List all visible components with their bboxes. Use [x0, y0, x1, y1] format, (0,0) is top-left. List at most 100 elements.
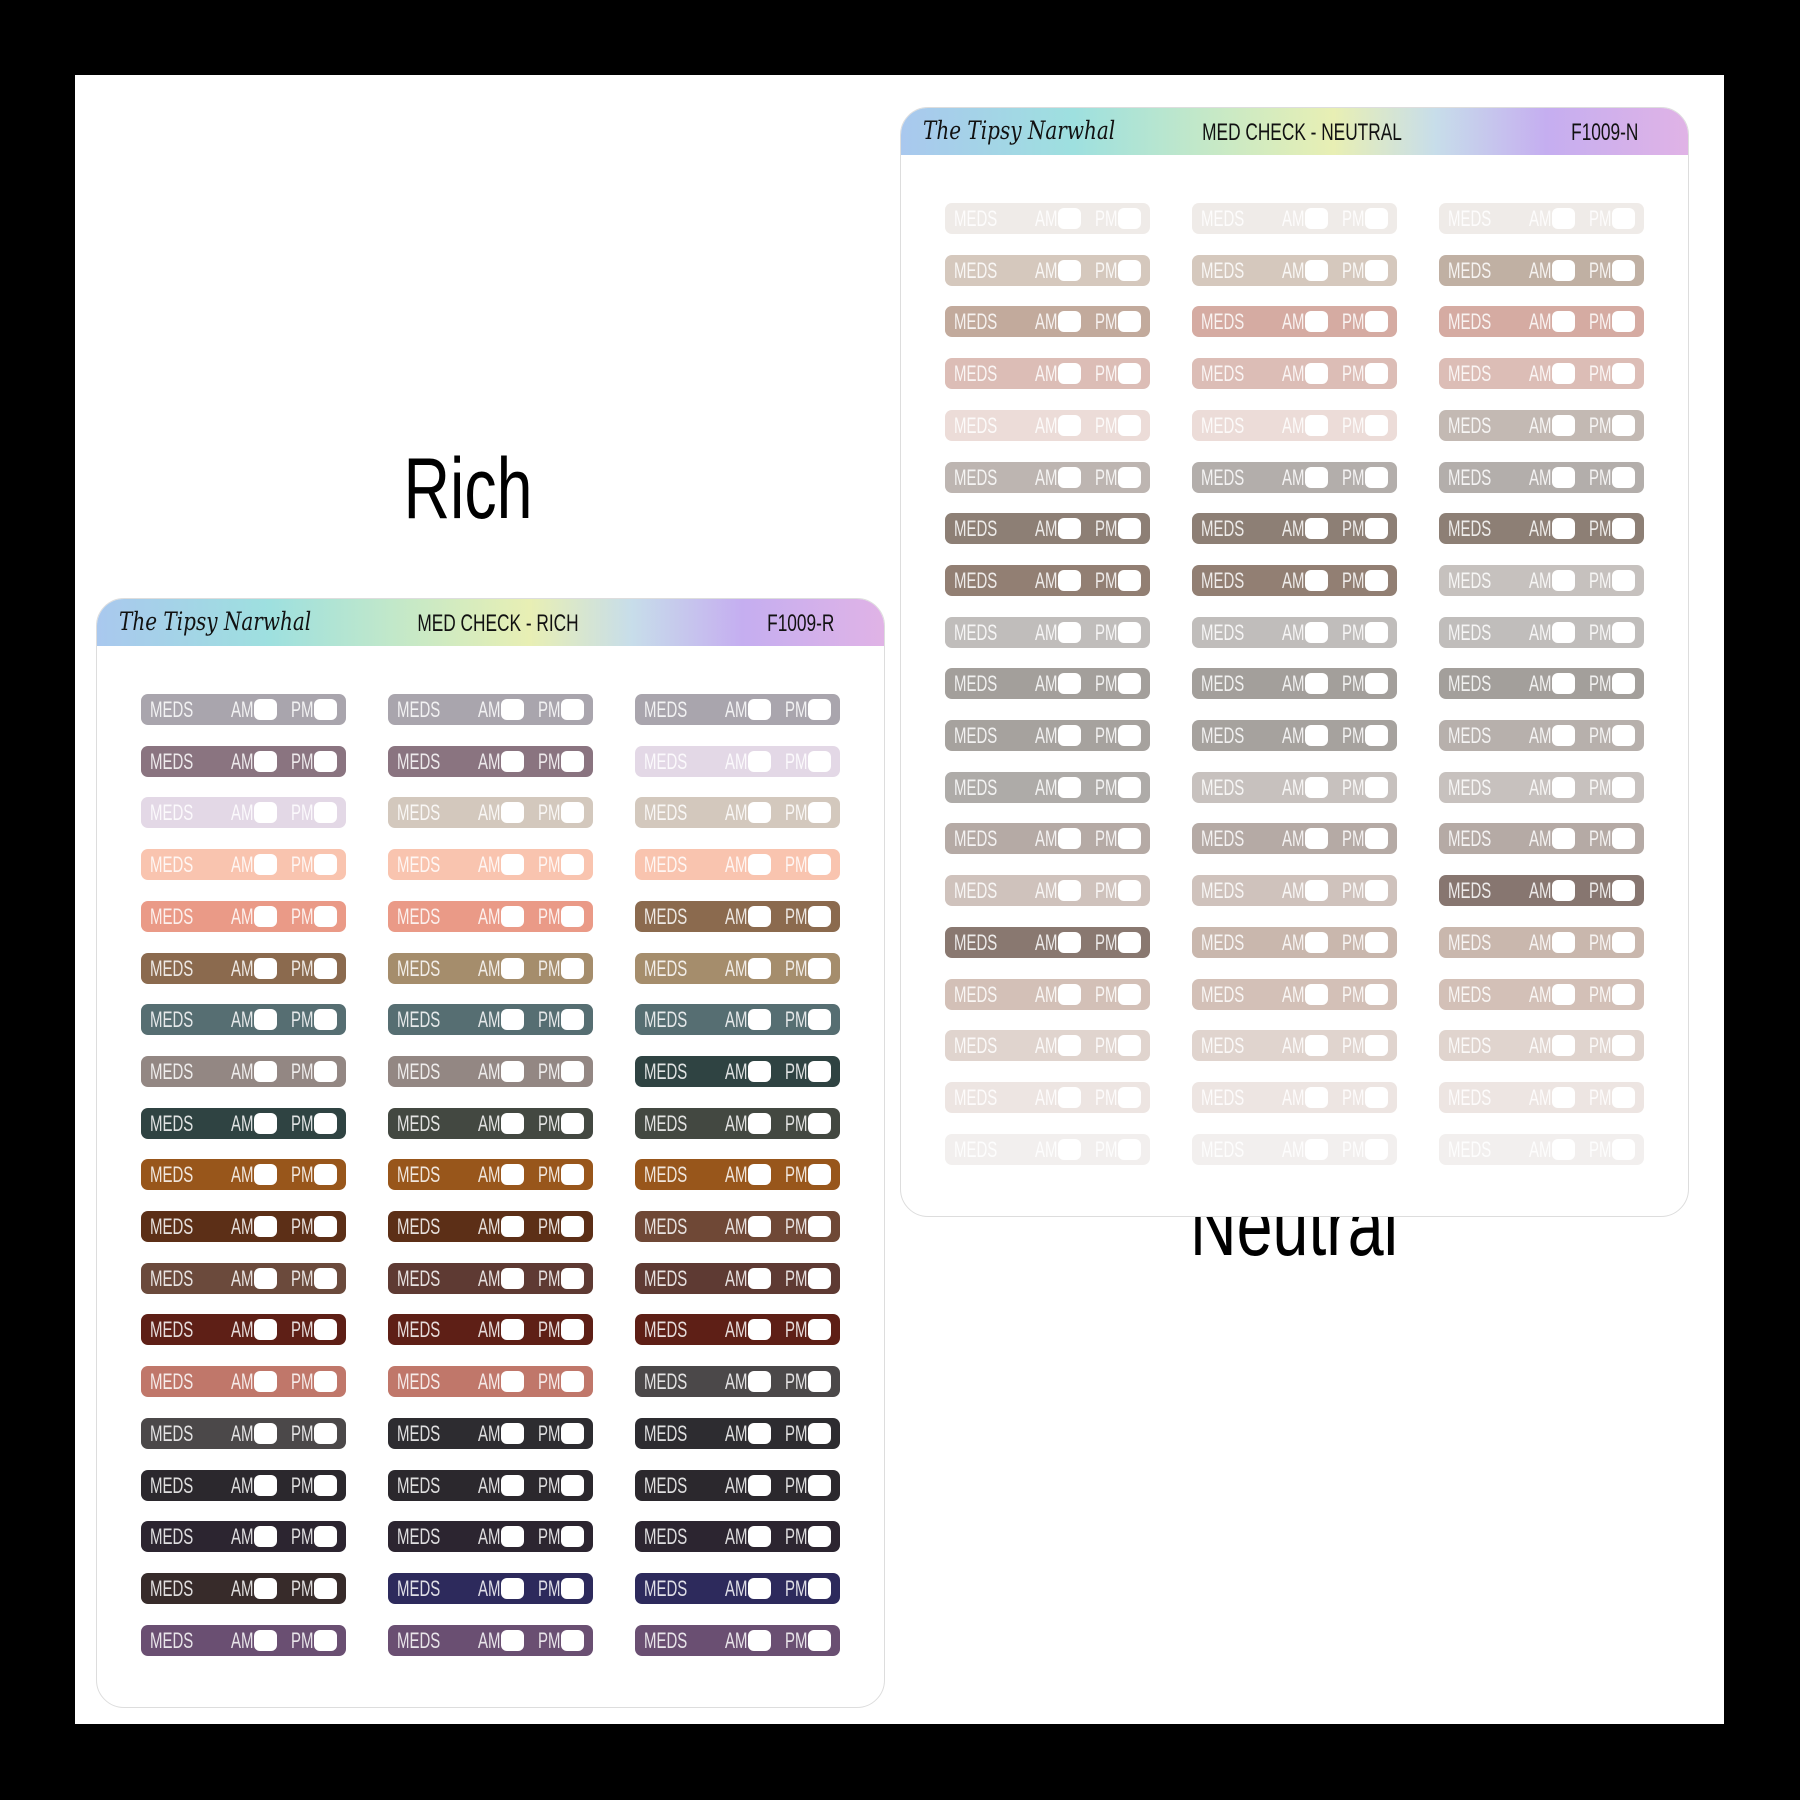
am-text: AM	[1035, 981, 1058, 1007]
am-text: AM	[231, 1110, 254, 1136]
pm-text: PM	[538, 800, 561, 826]
am-text: AM	[1035, 1033, 1058, 1059]
checkbox	[1305, 983, 1328, 1005]
am-text: AM	[1529, 1136, 1552, 1162]
checkbox	[1058, 621, 1081, 643]
am-text: AM	[1282, 671, 1305, 697]
am-text: AM	[725, 800, 748, 826]
checkbox	[808, 905, 831, 927]
meds-text: MEDS	[644, 1007, 688, 1033]
am-text: AM	[1282, 1033, 1305, 1059]
am-text: AM	[1282, 826, 1305, 852]
am-text: AM	[1282, 309, 1305, 335]
checkbox	[501, 1216, 524, 1237]
checkbox	[561, 750, 584, 772]
checkbox	[1058, 466, 1081, 488]
checkbox	[501, 699, 524, 720]
checkbox	[561, 957, 584, 979]
checkbox	[808, 1216, 831, 1237]
pm-text: PM	[538, 1472, 561, 1498]
pm-text: PM	[538, 1265, 561, 1291]
sticker: MEDS AM PM	[1192, 875, 1397, 907]
meds-text: MEDS	[644, 800, 688, 826]
sticker: MEDS AM PM	[141, 1572, 346, 1604]
meds-text: MEDS	[644, 1058, 688, 1084]
checkbox	[808, 1577, 831, 1599]
checkbox	[748, 1371, 771, 1393]
meds-text: MEDS	[150, 1265, 194, 1291]
pm-text: PM	[291, 1162, 314, 1188]
meds-text: MEDS	[954, 929, 998, 955]
checkbox	[1552, 1035, 1575, 1057]
checkbox	[1305, 1138, 1328, 1160]
checkbox	[254, 699, 277, 720]
meds-text: MEDS	[644, 1214, 688, 1239]
checkbox	[1552, 311, 1575, 333]
am-text: AM	[231, 1007, 254, 1033]
pm-text: PM	[785, 697, 808, 722]
checkbox	[1305, 414, 1328, 436]
checkbox	[254, 905, 277, 927]
am-text: AM	[1529, 206, 1552, 231]
sticker: MEDS AM PM	[1192, 461, 1397, 493]
checkbox	[314, 1164, 337, 1186]
checkbox	[1612, 880, 1635, 902]
pm-text: PM	[291, 1265, 314, 1291]
checkbox	[1058, 725, 1081, 746]
meds-text: MEDS	[644, 1265, 688, 1291]
checkbox	[1118, 311, 1141, 333]
am-text: AM	[1529, 619, 1552, 645]
checkbox	[1552, 931, 1575, 953]
pm-text: PM	[1589, 361, 1612, 387]
meds-text: MEDS	[644, 748, 688, 774]
checkbox	[314, 1474, 337, 1496]
am-text: AM	[725, 1110, 748, 1136]
am-text: AM	[231, 1369, 254, 1395]
header-band: The Tipsy Narwhal MED CHECK - RICH F1009-R	[97, 599, 884, 646]
checkbox	[1305, 1086, 1328, 1108]
pm-text: PM	[291, 955, 314, 981]
checkbox	[561, 699, 584, 720]
checkbox	[1365, 621, 1388, 643]
pm-text: PM	[1095, 1084, 1118, 1110]
pm-text: PM	[1095, 516, 1118, 542]
product-code: F1009-R	[766, 610, 834, 637]
checkbox	[1552, 518, 1575, 540]
sticker: MEDS AM PM	[635, 900, 840, 932]
am-text: AM	[1282, 412, 1305, 438]
sticker: MEDS AM PM	[945, 875, 1150, 907]
pm-text: PM	[1342, 878, 1365, 904]
checkbox	[254, 1009, 277, 1031]
meds-text: MEDS	[644, 1369, 688, 1395]
sticker: MEDS AM PM	[141, 1366, 346, 1398]
meds-text: MEDS	[1448, 929, 1492, 955]
am-text: AM	[725, 1317, 748, 1343]
sticker: MEDS AM PM	[388, 1211, 593, 1242]
sticker: MEDS AM PM	[635, 1314, 840, 1346]
am-text: AM	[478, 1110, 501, 1136]
sticker: MEDS AM PM	[1439, 668, 1644, 700]
meds-text: MEDS	[397, 1627, 441, 1653]
meds-text: MEDS	[1201, 361, 1245, 387]
am-text: AM	[725, 1162, 748, 1188]
checkbox	[748, 1060, 771, 1082]
sticker: MEDS AM PM	[945, 254, 1150, 286]
pm-text: PM	[785, 852, 808, 878]
meds-text: MEDS	[150, 748, 194, 774]
meds-text: MEDS	[397, 1524, 441, 1550]
meds-text: MEDS	[150, 1627, 194, 1653]
pm-text: PM	[1342, 361, 1365, 387]
pm-text: PM	[1589, 671, 1612, 697]
meds-text: MEDS	[954, 619, 998, 645]
checkbox	[1058, 828, 1081, 850]
checkbox	[314, 750, 337, 772]
checkbox	[1118, 518, 1141, 540]
meds-text: MEDS	[150, 1058, 194, 1084]
am-text: AM	[725, 1007, 748, 1033]
am-text: AM	[478, 1007, 501, 1033]
meds-text: MEDS	[1448, 671, 1492, 697]
pm-text: PM	[1095, 671, 1118, 697]
sticker: MEDS AM PM	[1439, 1133, 1644, 1165]
pm-text: PM	[1342, 464, 1365, 490]
sticker: MEDS AM PM	[945, 1081, 1150, 1113]
